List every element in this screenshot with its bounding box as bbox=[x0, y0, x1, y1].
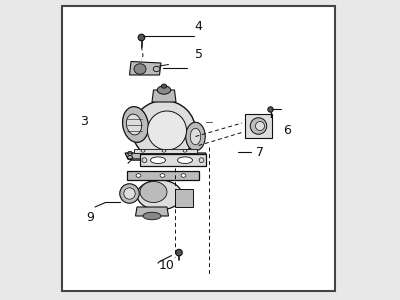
Ellipse shape bbox=[132, 100, 196, 160]
Ellipse shape bbox=[190, 128, 201, 145]
Polygon shape bbox=[245, 114, 272, 138]
Ellipse shape bbox=[122, 106, 148, 142]
Text: 5: 5 bbox=[194, 47, 202, 61]
Ellipse shape bbox=[250, 118, 267, 134]
Ellipse shape bbox=[148, 111, 186, 150]
Ellipse shape bbox=[138, 34, 145, 41]
Ellipse shape bbox=[120, 184, 139, 203]
Polygon shape bbox=[134, 148, 197, 153]
Ellipse shape bbox=[124, 188, 135, 199]
Ellipse shape bbox=[134, 64, 146, 74]
Text: 7: 7 bbox=[256, 146, 264, 160]
Ellipse shape bbox=[157, 86, 171, 94]
Ellipse shape bbox=[136, 174, 141, 177]
Ellipse shape bbox=[160, 174, 165, 177]
Ellipse shape bbox=[161, 84, 167, 88]
Ellipse shape bbox=[178, 157, 192, 164]
Ellipse shape bbox=[142, 158, 147, 163]
Polygon shape bbox=[136, 207, 168, 216]
Text: 4: 4 bbox=[194, 20, 202, 34]
Polygon shape bbox=[130, 61, 161, 75]
Ellipse shape bbox=[140, 182, 167, 203]
Ellipse shape bbox=[141, 150, 145, 152]
Polygon shape bbox=[152, 90, 176, 102]
Ellipse shape bbox=[268, 107, 273, 112]
Polygon shape bbox=[174, 189, 192, 207]
Text: 3: 3 bbox=[80, 115, 88, 128]
Ellipse shape bbox=[186, 122, 205, 151]
Text: 8: 8 bbox=[126, 149, 134, 163]
Ellipse shape bbox=[126, 114, 142, 135]
Text: 9: 9 bbox=[86, 211, 94, 224]
Ellipse shape bbox=[176, 249, 182, 256]
Text: 10: 10 bbox=[159, 259, 175, 272]
Ellipse shape bbox=[162, 150, 166, 152]
Polygon shape bbox=[126, 171, 198, 180]
Polygon shape bbox=[125, 153, 206, 159]
Polygon shape bbox=[140, 154, 206, 166]
Text: 6: 6 bbox=[283, 124, 291, 137]
Ellipse shape bbox=[256, 122, 264, 130]
Ellipse shape bbox=[199, 158, 204, 163]
Ellipse shape bbox=[137, 180, 182, 210]
Ellipse shape bbox=[143, 212, 161, 220]
Ellipse shape bbox=[181, 174, 186, 177]
Ellipse shape bbox=[153, 66, 160, 72]
Ellipse shape bbox=[150, 157, 166, 164]
Ellipse shape bbox=[183, 150, 187, 152]
